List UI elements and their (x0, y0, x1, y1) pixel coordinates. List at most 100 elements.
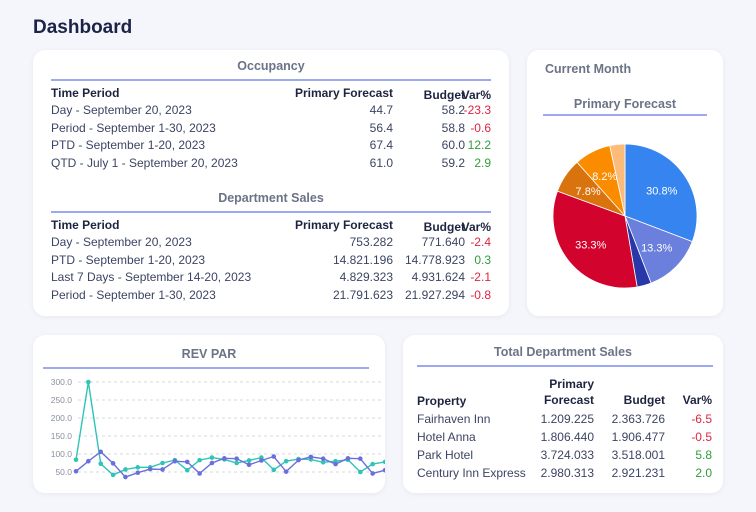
divider (51, 79, 491, 81)
data-point[interactable] (209, 460, 215, 466)
time-period: QTD - July 1 - September 20, 2023 (51, 156, 238, 171)
data-point[interactable] (123, 467, 128, 472)
y-tick-label: 50.0 (55, 467, 72, 477)
rev-par-title: REV PAR (181, 347, 237, 361)
data-point[interactable] (382, 467, 385, 473)
var-percent: 12.2 (467, 138, 491, 153)
data-point[interactable] (357, 456, 363, 461)
data-point[interactable] (160, 467, 165, 472)
total-department-sales-card: Total Department Sales Property Primary Fo… (403, 335, 723, 493)
primary-forecast: 61.0 (369, 156, 393, 171)
data-point[interactable] (209, 455, 215, 460)
data-point[interactable] (308, 454, 314, 460)
current-month-label: Current Month (545, 62, 632, 76)
data-point[interactable] (320, 459, 326, 465)
primary-forecast: 1.209.225 (540, 412, 594, 426)
data-point[interactable] (73, 468, 79, 474)
data-point[interactable] (246, 462, 252, 468)
divider (43, 367, 369, 369)
pie-slice[interactable] (624, 215, 693, 284)
table-header: Time Period Primary Forecast Budget Var% (51, 217, 491, 234)
var-percent: 0.3 (474, 252, 491, 267)
data-point[interactable] (333, 461, 338, 467)
var-percent-header: Var% (461, 220, 491, 234)
pie-slice[interactable] (552, 190, 638, 289)
time-period-header: Time Period (51, 218, 120, 232)
property: Park Hotel (417, 448, 474, 462)
table-row: Hotel Anna 1.806.440 1.906.477 -0.5 (417, 429, 713, 446)
var-percent: -2.1 (470, 270, 491, 285)
data-point[interactable] (110, 461, 116, 466)
data-point[interactable] (160, 460, 165, 466)
data-point[interactable] (370, 471, 375, 476)
data-point[interactable] (370, 461, 375, 467)
data-point[interactable] (222, 456, 227, 461)
divider (543, 114, 707, 116)
var-percent: 2.0 (695, 466, 712, 480)
budget: 58.2 (441, 103, 465, 117)
data-point[interactable] (271, 467, 277, 473)
data-point[interactable] (147, 466, 153, 472)
property: Century Inn Express (417, 466, 526, 480)
data-point[interactable] (110, 472, 116, 478)
series-line (75, 450, 385, 478)
current-month-card: Current Month Primary Forecast 30.8% 13.3… (527, 50, 723, 316)
data-point[interactable] (283, 458, 289, 464)
data-point[interactable] (234, 456, 239, 461)
data-point[interactable] (98, 461, 104, 467)
data-point[interactable] (197, 457, 202, 463)
table-header: Property Primary Forecast Budget Var% (417, 375, 713, 409)
pie-title: Primary Forecast (573, 97, 677, 111)
pie-slice-label: 8.2% (592, 171, 617, 183)
primary-forecast: 4.829.323 (339, 270, 393, 285)
primary-forecast: 2.980.313 (540, 466, 594, 480)
data-point[interactable] (345, 456, 351, 461)
data-point[interactable] (320, 456, 326, 461)
var-percent: -0.8 (470, 288, 491, 303)
pie-slice[interactable] (609, 143, 626, 217)
data-point[interactable] (283, 469, 289, 474)
y-tick-label: 250.0 (51, 395, 73, 405)
primary-forecast: 21.791.623 (332, 288, 393, 303)
table-row: Period - September 1-30, 2023 21.791.623 2… (51, 287, 491, 304)
line-chart: 300.0 250.0 200.0 150.0 100.0 50.0 (51, 377, 385, 480)
data-point[interactable] (271, 454, 277, 459)
pie-slice[interactable] (624, 143, 698, 243)
table-row: Century Inn Express 2.980.313 2.921.231 2.0 (417, 465, 713, 482)
pie-slice-label: 30.8% (646, 186, 677, 198)
budget-header: Budget (623, 393, 665, 407)
rev-par-card: REV PAR 300.0 250.0 200.0 150.0 100.0 50.0 (33, 335, 385, 493)
data-point[interactable] (184, 459, 190, 465)
primary-forecast: 3.724.033 (540, 448, 594, 462)
budget-header: Budget (423, 220, 465, 234)
time-period: Period - September 1-30, 2023 (51, 120, 216, 135)
data-point[interactable] (135, 465, 141, 470)
pie-slice-label: 13.3% (641, 242, 672, 254)
data-point[interactable] (234, 460, 239, 466)
occupancy-card: Occupancy Time Period Primary Forecast Bud… (33, 50, 509, 316)
data-point[interactable] (86, 379, 91, 385)
data-point[interactable] (184, 467, 190, 473)
data-point[interactable] (357, 469, 363, 475)
budget-header: Budget (423, 88, 465, 102)
data-point[interactable] (73, 457, 79, 463)
data-point[interactable] (246, 458, 252, 463)
data-point[interactable] (123, 474, 128, 480)
data-point[interactable] (296, 457, 301, 463)
data-point[interactable] (197, 471, 202, 476)
data-point[interactable] (135, 470, 141, 476)
table-header: Time Period Primary Forecast Budget Var% (51, 85, 491, 102)
primary-forecast: 44.7 (369, 103, 393, 117)
table-row: PTD - September 1-20, 2023 67.4 60.0 12.2 (51, 137, 491, 154)
var-percent: -0.5 (691, 430, 712, 444)
primary-forecast: 14.821.196 (332, 252, 393, 267)
data-point[interactable] (86, 458, 91, 464)
table-row: PTD - September 1-20, 2023 14.821.196 14.7… (51, 252, 491, 269)
data-point[interactable] (98, 449, 104, 455)
page-title: Dashboard (33, 17, 133, 38)
data-point[interactable] (259, 458, 264, 463)
primary-forecast-header: Primary Forecast (294, 86, 393, 100)
data-point[interactable] (382, 459, 385, 465)
data-point[interactable] (172, 458, 178, 464)
table-row: Period - September 1-30, 2023 56.4 58.8 -0.… (51, 120, 491, 137)
